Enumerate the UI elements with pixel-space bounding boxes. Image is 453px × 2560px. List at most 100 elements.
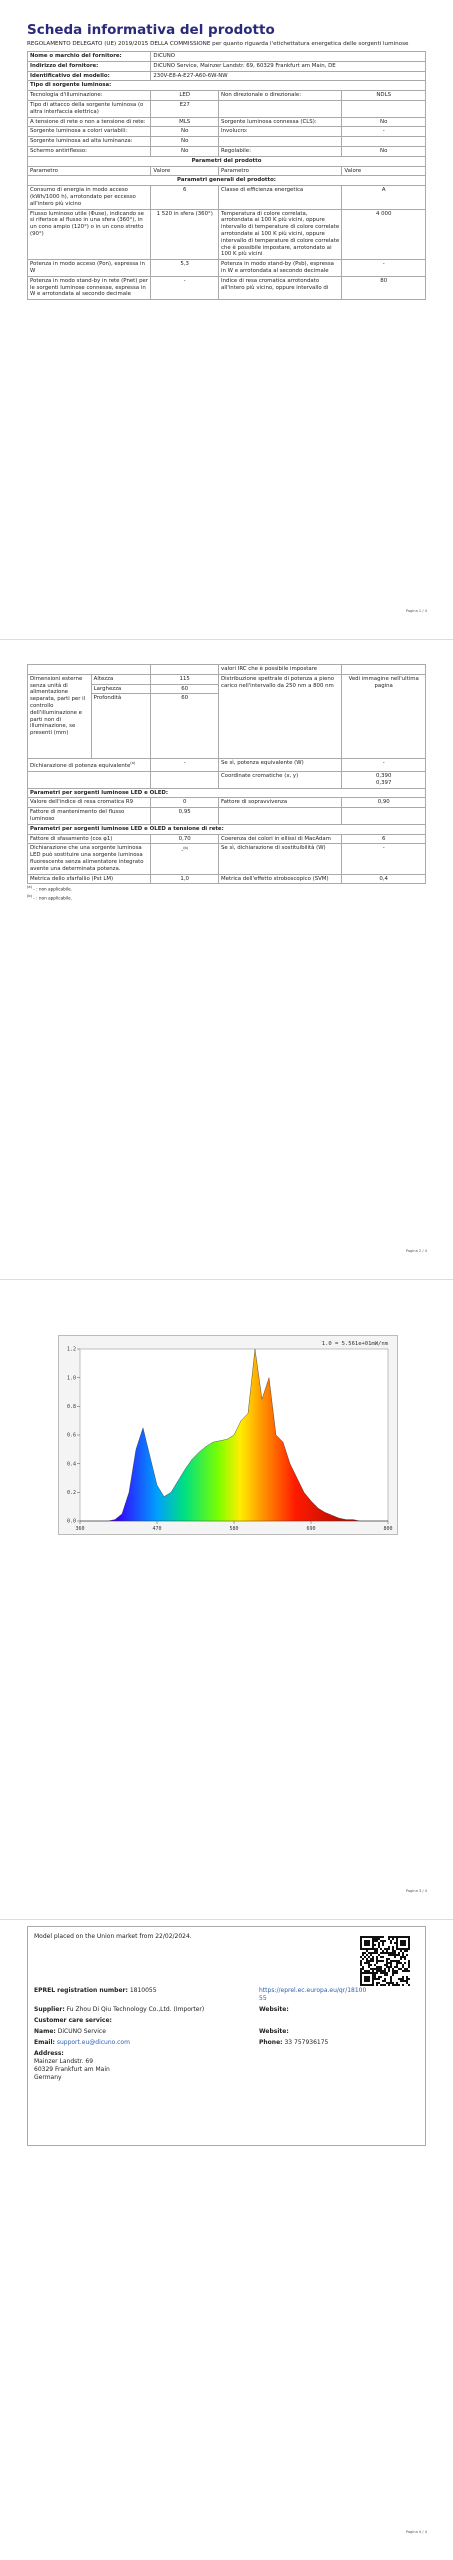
qr-module <box>396 1982 398 1984</box>
link[interactable]: support.eu@dicuno.com <box>56 2039 130 2046</box>
qr-module <box>402 1956 404 1958</box>
x-tick-label: 360 <box>75 1526 84 1532</box>
qr-module <box>374 1976 376 1978</box>
qr-module <box>388 1948 390 1950</box>
qr-module <box>402 1942 404 1944</box>
qr-module <box>360 1980 362 1982</box>
qr-module <box>364 1942 366 1944</box>
qr-module <box>392 1960 394 1962</box>
qr-module <box>392 1984 394 1986</box>
cell: Dichiarazione di potenza equivalente(a) <box>26 758 152 772</box>
y-tick-label: 1.2 <box>67 1347 76 1353</box>
cell: Fattore di sfasamento (cos φ1) <box>26 833 152 845</box>
link[interactable]: https://eprel.ec.europa.eu/qr/1810055 <box>259 1987 367 2002</box>
cell: Schermo antiriflesso: <box>26 145 152 157</box>
qr-module <box>392 1936 394 1938</box>
cell: LED <box>150 90 220 101</box>
qr-module <box>360 1942 362 1944</box>
qr-module <box>374 1936 376 1938</box>
cell: valori IRC che è possibile impostare <box>218 664 343 675</box>
qr-module <box>374 1974 376 1976</box>
qr-module <box>372 1960 374 1962</box>
qr-module <box>378 1944 380 1946</box>
qr-module <box>376 1962 378 1964</box>
qr-code <box>360 1936 410 1986</box>
y-tick-label: 0.2 <box>67 1490 76 1496</box>
cell: -(b) <box>150 843 220 875</box>
text: 33 757936175 <box>284 2039 329 2046</box>
qr-module <box>384 1968 386 1970</box>
qr-module <box>386 1950 388 1952</box>
qr-module <box>362 1968 364 1970</box>
qr-module <box>372 1938 374 1940</box>
qr-module <box>384 1984 386 1986</box>
qr-module <box>376 1936 378 1938</box>
qr-module <box>364 1978 366 1980</box>
qr-module <box>402 1966 404 1968</box>
cell: 6 <box>341 833 426 845</box>
qr-module <box>366 1960 368 1962</box>
qr-module <box>392 1952 394 1954</box>
qr-module <box>392 1950 394 1952</box>
cell: Parametri per sorgenti luminose LED e OL… <box>27 823 426 835</box>
qr-module <box>374 1952 376 1954</box>
cell: 5,3 <box>150 259 220 277</box>
text: Email: <box>34 2039 55 2046</box>
cell: Metrica dell'effetto stroboscopico (SVM) <box>218 873 343 885</box>
qr-module <box>360 1964 362 1966</box>
qr-module <box>384 1940 386 1942</box>
eprel-box: Model placed on the Union market from 22… <box>27 1926 426 2146</box>
qr-module <box>402 1936 404 1938</box>
qr-module <box>404 1958 406 1960</box>
qr-module <box>370 1948 372 1950</box>
cell: 80 <box>341 275 426 301</box>
qr-module <box>396 1936 398 1938</box>
qr-module <box>370 1936 372 1938</box>
qr-module <box>370 1964 372 1966</box>
qr-module <box>396 1970 398 1972</box>
text: EPREL registration number: <box>34 1987 128 1994</box>
qr-module <box>382 1970 384 1972</box>
qr-module <box>366 1942 368 1944</box>
qr-module <box>368 1978 370 1980</box>
qr-module <box>380 1948 382 1950</box>
qr-module <box>364 1956 366 1958</box>
qr-module <box>374 1948 376 1950</box>
cell: - <box>150 758 220 772</box>
qr-module <box>378 1976 380 1978</box>
qr-module <box>362 1958 364 1960</box>
qr-module <box>360 1984 362 1986</box>
qr-module <box>404 1942 406 1944</box>
x-tick-label: 800 <box>383 1526 392 1532</box>
qr-module <box>396 1944 398 1946</box>
cell: Larghezza <box>90 683 152 695</box>
qr-module <box>368 1940 370 1942</box>
cell: 60 <box>150 693 220 760</box>
qr-module <box>388 1958 390 1960</box>
qr-module <box>384 1948 386 1950</box>
qr-module <box>382 1936 384 1938</box>
qr-module <box>372 1972 374 1974</box>
qr-module <box>398 1960 400 1962</box>
qr-module <box>360 1970 362 1972</box>
qr-module <box>362 1984 364 1986</box>
qr-module <box>364 1944 366 1946</box>
qr-module <box>374 1944 376 1946</box>
qr-module <box>390 1966 392 1968</box>
cell: Altezza <box>90 673 152 685</box>
text: Name: <box>34 2028 56 2035</box>
qr-module <box>360 1944 362 1946</box>
qr-module <box>372 1942 374 1944</box>
qr-module <box>404 1970 406 1972</box>
cell: Dichiarazione che una sorgente luminosa … <box>26 843 152 875</box>
qr-module <box>372 1936 374 1938</box>
cell: Fattore di sopravvivenza <box>218 797 343 809</box>
qr-module <box>400 1942 402 1944</box>
cell: - <box>341 259 426 277</box>
text: - : non applicabile. <box>33 886 72 892</box>
qr-module <box>382 1952 384 1954</box>
qr-module <box>380 1972 382 1974</box>
table: Nome o marchio del fornitore: DiCUNO Indi… <box>26 51 426 301</box>
cell: Valore <box>150 165 220 177</box>
qr-module <box>400 1948 402 1950</box>
